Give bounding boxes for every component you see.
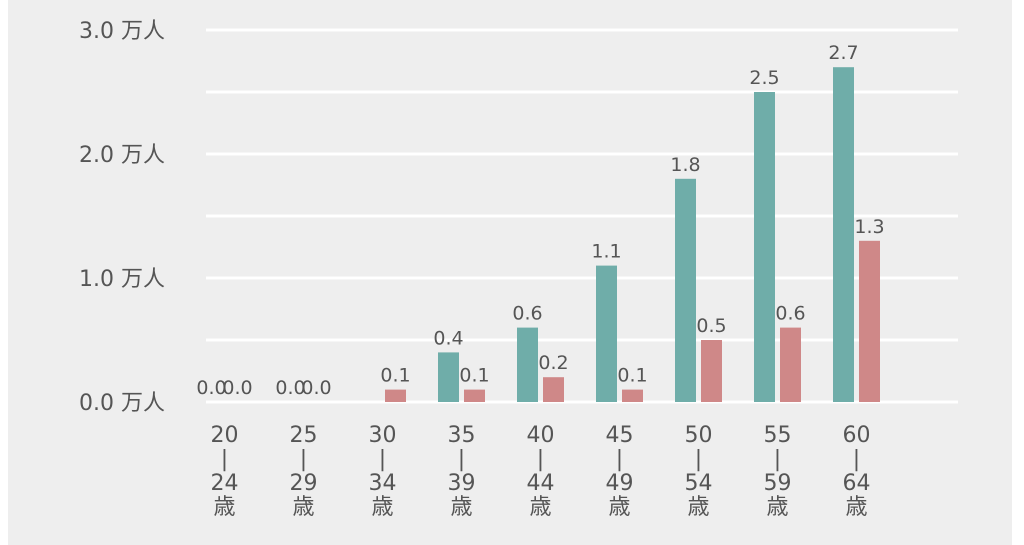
x-tick-label: 40 <box>527 423 555 448</box>
data-label-series-1-4: 0.6 <box>512 303 542 325</box>
bar-series-1-7 <box>754 92 775 402</box>
bar-series-1-5 <box>596 265 617 402</box>
x-tick-label: | <box>537 447 544 472</box>
data-label-series-2-6: 0.5 <box>696 315 726 337</box>
data-label-series-1-0: 0.0 <box>196 377 226 399</box>
x-tick-label: 歳 <box>608 495 630 520</box>
x-tick-label: | <box>300 447 307 472</box>
x-tick-label: 39 <box>448 471 476 496</box>
data-label-series-2-8: 1.3 <box>854 216 884 238</box>
x-tick-label: 歳 <box>845 495 867 520</box>
data-labels: 0.0 0.00.40.61.11.82.52.70.0 0.00.1 0.10.20… <box>196 42 884 399</box>
x-tick-label: 20 <box>211 423 239 448</box>
x-tick-label: 50 <box>685 423 713 448</box>
x-tick-label: 34 <box>369 471 397 496</box>
y-tick-label: 1.0 万人 <box>79 267 165 292</box>
y-axis-ticks: 0.0 万人 1.0 万人 2.0 万人 3.0 万人 <box>79 19 165 416</box>
x-tick-label: 30 <box>369 423 397 448</box>
data-label-series-1-5: 1.1 <box>591 241 621 263</box>
x-tick-label: 歳 <box>766 495 788 520</box>
bar-chart: 0.0 0.00.40.61.11.82.52.70.0 0.00.1 0.10.20… <box>79 19 958 520</box>
bar-series-2-5 <box>622 389 643 402</box>
bar-series-2-2 <box>385 389 406 402</box>
x-tick-label: 歳 <box>292 495 314 520</box>
bar-series-1-4 <box>517 327 538 402</box>
x-tick-label: 60 <box>843 423 871 448</box>
y-tick-label: 3.0 万人 <box>79 19 165 44</box>
x-tick-label: 55 <box>764 423 792 448</box>
y-tick-label: 2.0 万人 <box>79 143 165 168</box>
bars <box>385 67 880 402</box>
data-label-series-2-3: 0.1 <box>459 365 489 387</box>
x-tick-label: 25 <box>290 423 318 448</box>
data-label-series-2-2: 0.1 <box>380 365 410 387</box>
x-tick-label: 24 <box>211 471 239 496</box>
x-tick-label: 59 <box>764 471 792 496</box>
data-label-series-2-0: 0.0 <box>222 377 252 399</box>
data-label-series-1-7: 2.5 <box>749 67 779 89</box>
x-tick-label: 45 <box>606 423 634 448</box>
x-tick-label: 35 <box>448 423 476 448</box>
data-label-series-2-5: 0.1 <box>617 365 647 387</box>
data-label-series-2-4: 0.2 <box>538 352 568 374</box>
y-tick-label: 0.0 万人 <box>79 391 165 416</box>
bar-series-2-7 <box>780 327 801 402</box>
chart-panel: 0.0 0.0 0.4 0.6 1.1 1.8 2.5 2.7 0.0 0.0 0.1 0.1 0.2 0… <box>8 0 1012 545</box>
x-tick-label: 49 <box>606 471 634 496</box>
x-tick-label: 54 <box>685 471 713 496</box>
x-tick-label: | <box>379 447 386 472</box>
x-tick-label: | <box>221 447 228 472</box>
x-tick-label: 歳 <box>687 495 709 520</box>
gridlines <box>206 28 958 404</box>
data-label-series-1-3: 0.4 <box>433 327 463 349</box>
x-tick-label: | <box>458 447 465 472</box>
x-axis-ticks: 20|24歳25|29歳30|34歳35|39歳40|44歳45|49歳50|5… <box>211 423 871 520</box>
x-tick-label: 歳 <box>529 495 551 520</box>
data-label-series-1-1: 0.0 <box>275 377 305 399</box>
x-tick-label: | <box>695 447 702 472</box>
data-label-series-2-1: 0.0 <box>301 377 331 399</box>
bar-series-1-6 <box>675 178 696 402</box>
x-tick-label: 歳 <box>371 495 393 520</box>
bar-series-1-3 <box>438 352 459 402</box>
x-tick-label: 歳 <box>450 495 472 520</box>
data-label-series-1-8: 2.7 <box>828 42 858 64</box>
bar-series-2-8 <box>859 240 880 402</box>
x-tick-label: | <box>616 447 623 472</box>
bar-series-1-8 <box>833 67 854 402</box>
data-label-series-1-6: 1.8 <box>670 154 700 176</box>
x-tick-label: 歳 <box>213 495 235 520</box>
data-label-series-2-7: 0.6 <box>775 303 805 325</box>
x-tick-label: 29 <box>290 471 318 496</box>
x-tick-label: | <box>774 447 781 472</box>
bar-series-2-3 <box>464 389 485 402</box>
bar-series-2-6 <box>701 340 722 402</box>
x-tick-label: 64 <box>843 471 871 496</box>
x-tick-label: | <box>853 447 860 472</box>
bar-series-2-4 <box>543 377 564 402</box>
x-tick-label: 44 <box>527 471 555 496</box>
